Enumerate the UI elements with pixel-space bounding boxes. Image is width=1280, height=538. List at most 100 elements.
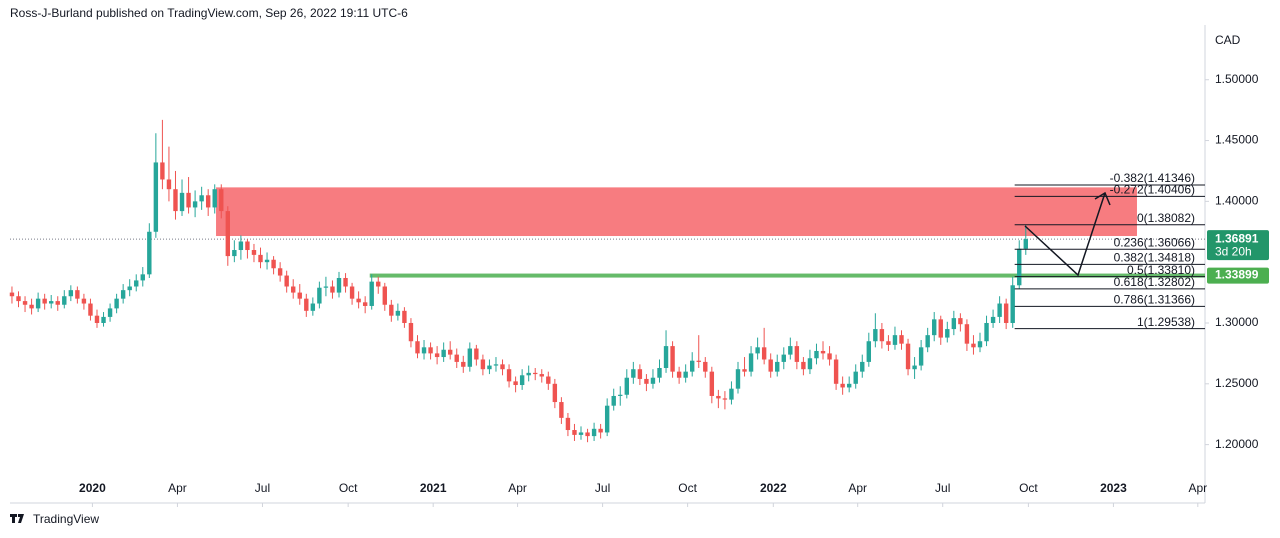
candle-body [814,350,819,359]
candle-body [977,341,983,348]
candle-body [742,369,747,372]
x-tick-label: Jul [595,481,610,495]
candle-body [768,359,773,372]
candle-body [735,369,741,389]
candle-body [1010,285,1015,323]
candle-body [81,298,87,304]
candle-body [611,395,616,406]
support-tag [1207,267,1269,284]
candle-body [873,329,878,342]
candle-body [1003,303,1009,323]
y-tick-label: 1.25000 [1215,376,1259,390]
candle-body [323,286,329,288]
candle-body [533,372,538,375]
candle-body [951,318,957,330]
candle-body [101,316,106,323]
candle-body [670,346,675,372]
candle-body [310,303,316,311]
candle-body [336,277,342,293]
candle-body [225,211,231,257]
candle-body [918,347,924,366]
candle-body [912,365,917,370]
candle-body [134,280,139,287]
candle-body [35,298,41,309]
candle-body [546,376,551,384]
candle-body [958,318,963,325]
candle-body [833,359,839,384]
candle-body [840,383,845,388]
candle-body [1023,239,1028,249]
y-tick-label: 1.20000 [1215,437,1259,451]
candle-body [42,298,47,304]
candle-body [16,296,21,302]
candle-body [291,286,296,293]
support-line [369,273,1205,278]
candle-body [899,335,904,344]
fib-label: 0.236(1.36066) [1114,235,1195,249]
support-label: 1.33899 [1215,268,1259,282]
candle-body [846,383,852,388]
fib-label: 0.786(1.31366) [1114,293,1195,307]
candle-body [487,365,492,370]
candle-body [860,361,865,372]
candle-body [382,286,387,305]
candle-body [166,179,172,190]
fib-label: 0(1.38082) [1137,211,1195,225]
candle-body [624,377,629,395]
candle-body [284,275,289,287]
candle-body [820,350,826,354]
projection-arrow [1024,191,1111,277]
candle-body [552,383,558,403]
x-tick-label: Jul [935,481,950,495]
candle-body [493,364,499,366]
candle-body [650,377,656,384]
x-tick-label: Apr [168,481,187,495]
candle-body [408,322,414,342]
fib-label: -0.272(1.40406) [1110,183,1195,197]
candle-body [219,189,224,212]
fib-label: 0.5(1.33810) [1127,263,1195,277]
candle-body [467,348,473,367]
candle-body [761,347,767,360]
candle-body [905,343,911,370]
candle-body [186,192,191,208]
candle-body [29,304,34,309]
candle-body [722,398,728,400]
candle-body [781,354,786,362]
candle-body [565,417,571,431]
x-tick-label: 2022 [760,481,787,495]
logo [10,514,24,523]
supply-zone [216,187,1137,237]
candle-body [631,369,636,378]
y-tick-label: 1.30000 [1215,315,1259,329]
candle-body [474,348,479,360]
candle-body [199,195,204,202]
candle-body [604,405,610,433]
candle-body [591,428,597,437]
candle-body [297,292,302,299]
candle-body [729,388,734,400]
candle-body [709,371,715,396]
candle-body [88,303,93,316]
candle-body [984,322,989,342]
candle-body [441,349,446,358]
candle-body [526,372,531,376]
candle-body [369,281,374,306]
candle-body [205,195,211,208]
x-tick-label: Oct [339,481,358,495]
candle-body [127,286,132,291]
candle-body [94,315,100,323]
candle-body [317,287,322,304]
candle-body [421,347,427,354]
candle-body [75,290,80,299]
header: Ross-J-Burland published on TradingView.… [10,6,408,20]
candle-body [434,353,440,358]
candle-body [362,302,368,306]
candle-body [304,298,309,311]
candle-body [389,304,394,316]
candle-body [49,301,54,304]
candle-body [212,189,217,208]
candle-body [938,319,943,338]
last-price-label: 1.36891 [1215,231,1259,245]
candle-body [519,375,525,386]
